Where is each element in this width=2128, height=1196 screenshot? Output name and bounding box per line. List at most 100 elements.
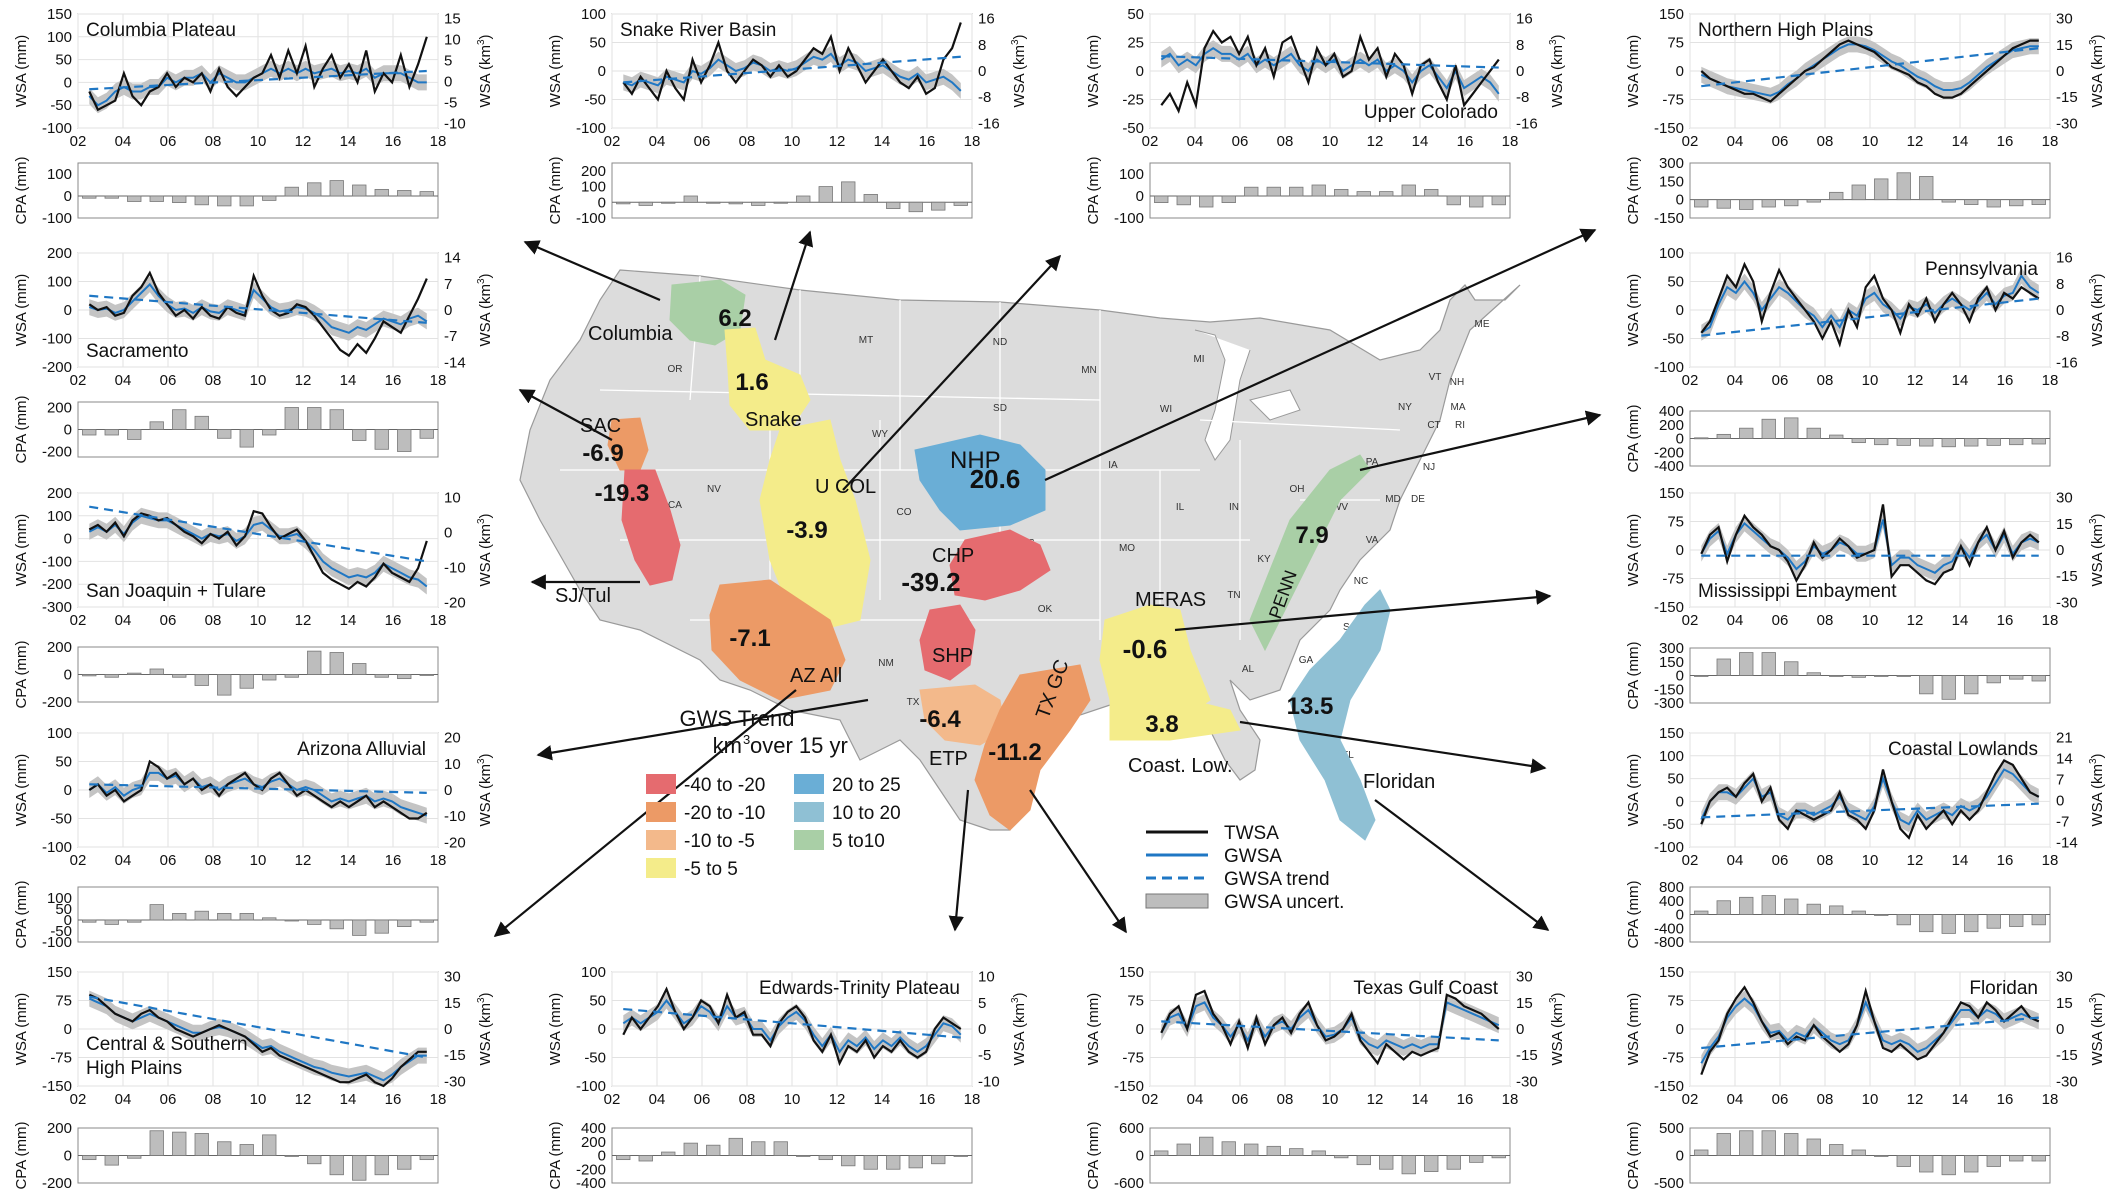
y-tick-label: 50 <box>55 754 72 771</box>
y2-axis-label: WSA (km3) <box>2088 273 2106 346</box>
cpa-bar <box>1829 191 1844 201</box>
cpa-axis-label: CPA (mm) <box>1625 880 1642 948</box>
cpa-bar <box>1154 1150 1169 1156</box>
y-tick-label: -100 <box>42 120 72 137</box>
aquifer-region <box>621 469 681 586</box>
y-tick-label: -100 <box>42 839 72 856</box>
x-tick-label: 14 <box>1952 133 1969 150</box>
cpa-bar <box>1851 910 1866 915</box>
cpa-bar <box>307 1155 322 1165</box>
cpa-bar <box>616 1155 631 1161</box>
x-tick-label: 06 <box>1772 372 1789 389</box>
panel-pointer-arrows <box>493 228 1602 937</box>
cpa-bar <box>149 421 164 430</box>
cpa-axis-label: CPA (mm) <box>13 880 30 948</box>
y2-axis-label: WSA (km3) <box>1010 992 1028 1065</box>
cpa-bar <box>1896 1155 1911 1167</box>
cpa-bar <box>1739 199 1754 210</box>
cpa-y-tick-label: 800 <box>1659 879 1684 896</box>
panel-title: San Joaquin + Tulare <box>86 581 266 602</box>
gwsa-trend-line <box>1701 1016 2039 1050</box>
x-tick-label: 16 <box>385 612 402 629</box>
cpa-bar <box>194 415 209 430</box>
panel-title: Pennsylvania <box>1925 259 2038 280</box>
cpa-bar <box>1446 195 1461 206</box>
twsa-line <box>1160 989 1500 1066</box>
y2-tick-label: 30 <box>2056 490 2073 507</box>
x-tick-label: 06 <box>160 1091 177 1108</box>
region-trend-value: 1.6 <box>735 369 768 396</box>
x-tick-label: 18 <box>2042 372 2059 389</box>
y2-axis-label-text: WSA (km <box>477 1003 494 1066</box>
x-tick-label: 10 <box>1862 133 1879 150</box>
x-tick-label: 08 <box>1817 1091 1834 1108</box>
y-tick-label: 75 <box>1667 35 1684 52</box>
cpa-bar <box>1311 1150 1326 1156</box>
cpa-axis-label: CPA (mm) <box>13 640 30 708</box>
cpa-bar <box>194 195 209 206</box>
x-tick-label: 08 <box>739 133 756 150</box>
cpa-bar <box>1761 199 1776 208</box>
x-tick-label: 12 <box>1907 852 1924 869</box>
x-tick-label: 10 <box>784 133 801 150</box>
x-tick-label: 16 <box>919 1091 936 1108</box>
cpa-bar <box>1356 1155 1371 1166</box>
cpa-y-tick-label: -150 <box>1654 210 1684 227</box>
y2-tick-label: 16 <box>978 11 995 28</box>
y-tick-label: 150 <box>47 6 72 23</box>
x-tick-label: 10 <box>250 1091 267 1108</box>
x-tick-label: 16 <box>385 852 402 869</box>
x-tick-label: 14 <box>340 1091 357 1108</box>
y2-tick-label: -10 <box>444 559 466 576</box>
cpa-bar <box>1851 438 1866 444</box>
y2-axis-label-sup: 3 <box>2088 278 2099 284</box>
y-tick-label: -150 <box>1654 120 1684 137</box>
cpa-y-tick-label: 0 <box>598 194 606 211</box>
panel-title-line2: High Plains <box>86 1058 182 1079</box>
twsa-line <box>1700 758 2040 840</box>
cpa-y-tick-label: 100 <box>47 166 72 183</box>
y2-tick-label: 0 <box>2056 1021 2064 1038</box>
x-tick-label: 16 <box>1997 372 2014 389</box>
twsa-line <box>88 509 428 591</box>
cpa-y-tick-label: 200 <box>581 1134 606 1151</box>
state-label-nc: NC <box>1354 576 1368 587</box>
cpa-bar <box>1694 437 1709 440</box>
y2-tick-label: 7 <box>2056 772 2064 789</box>
x-tick-label: 08 <box>1817 133 1834 150</box>
cpa-bar <box>262 674 277 681</box>
legend-line-label: GWSA <box>1224 846 1282 867</box>
x-tick-label: 06 <box>1772 1091 1789 1108</box>
cpa-y-tick-label: -200 <box>42 444 72 461</box>
y-tick-label: 0 <box>1676 302 1684 319</box>
region-trend-value: -3.9 <box>786 517 827 544</box>
state-label-ny: NY <box>1398 402 1412 413</box>
y2-tick-label: 20 <box>444 730 461 747</box>
y2-axis-label-sup: 3 <box>1010 39 1021 45</box>
cpa-y-tick-label: 0 <box>598 1148 606 1165</box>
gwsa-line <box>622 998 962 1054</box>
x-tick-label: 18 <box>964 133 981 150</box>
cpa-bar <box>661 201 676 204</box>
x-tick-label: 12 <box>829 1091 846 1108</box>
cpa-bar <box>149 195 164 202</box>
cpa-y-tick-label: -200 <box>42 694 72 711</box>
x-tick-label: 08 <box>739 1091 756 1108</box>
cpa-y-tick-label: 0 <box>1136 188 1144 205</box>
region-name: ETP <box>929 748 968 770</box>
x-tick-label: 08 <box>205 133 222 150</box>
cpa-y-tick-label: 0 <box>1676 907 1684 924</box>
cpa-bar <box>818 186 833 203</box>
twsa-line <box>622 986 962 1067</box>
y2-axis-label-sup: 3 <box>1548 997 1559 1003</box>
region-trend-value: -39.2 <box>901 567 960 597</box>
y2-axis-label-sup: 3 <box>476 758 487 764</box>
y-tick-label: 50 <box>1667 771 1684 788</box>
cpa-bar <box>1266 1145 1281 1156</box>
cpa-bar <box>1851 1149 1866 1156</box>
cpa-bar <box>1851 675 1866 678</box>
region-name: Columbia <box>588 323 673 345</box>
